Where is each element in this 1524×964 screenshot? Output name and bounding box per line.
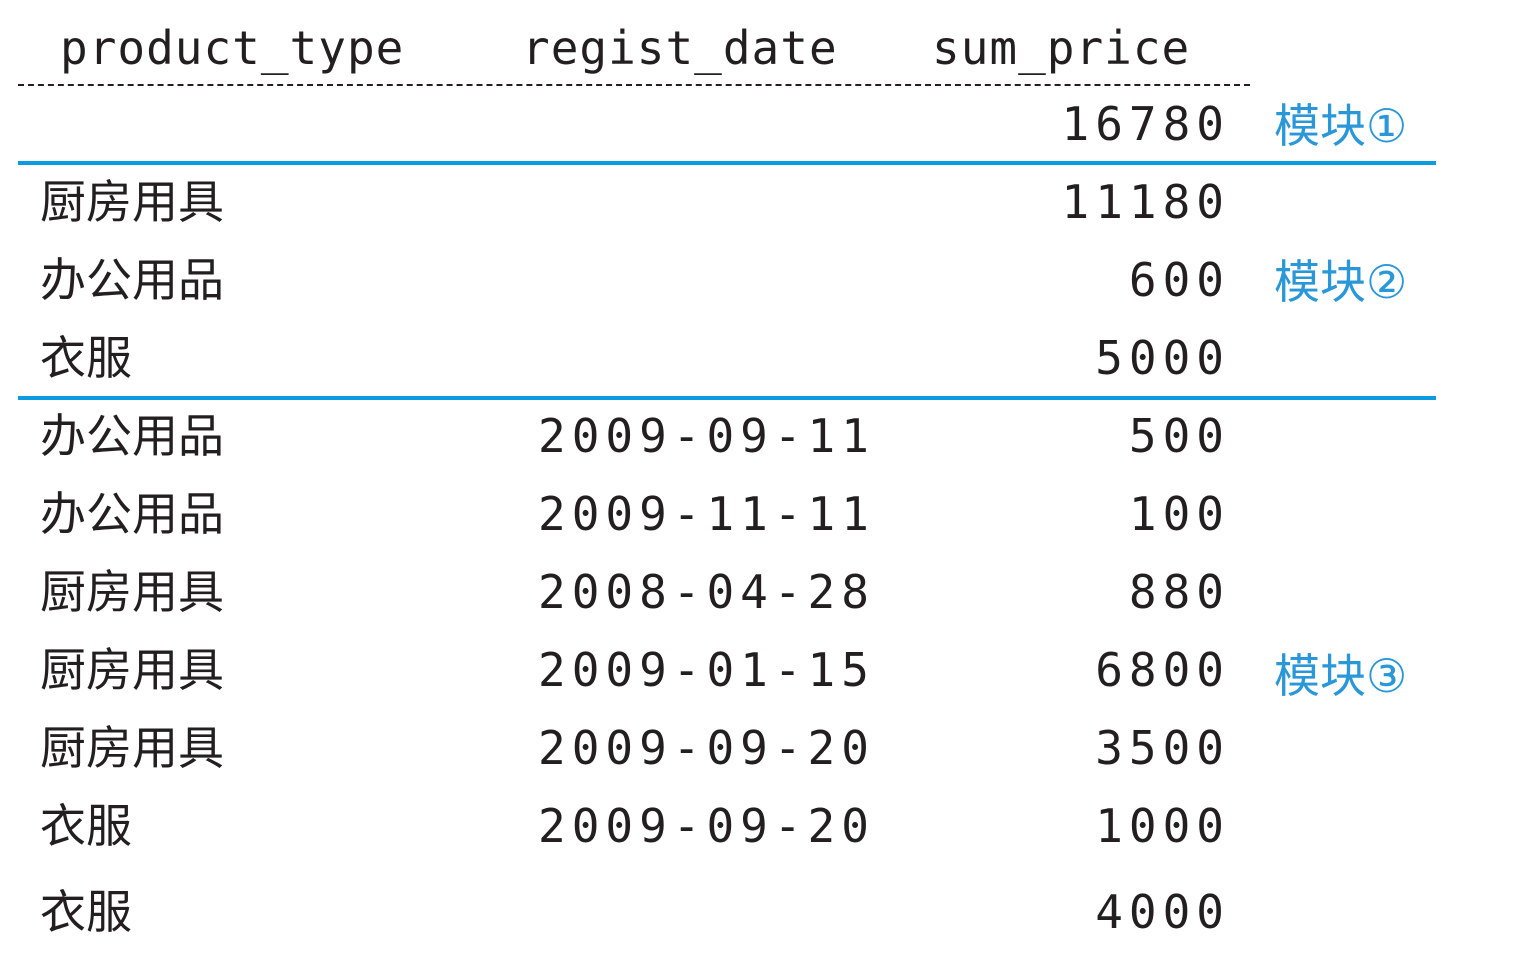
header-sum-price: sum_price: [932, 21, 1191, 75]
header-regist-date: regist_date: [522, 21, 838, 75]
cell-regist-date: 2009-11-11: [538, 487, 875, 541]
table-row: 衣服 4000: [0, 880, 1524, 944]
cell-product-type: 办公用品: [40, 409, 224, 463]
cell-sum-price: 5000: [1095, 331, 1230, 385]
cell-sum-price: 100: [1128, 487, 1230, 541]
table-row: 厨房用具 2009-01-15 6800: [0, 638, 1524, 702]
block-label-2: 模块②: [1274, 255, 1408, 309]
cell-regist-date: 2009-09-20: [538, 721, 875, 775]
cell-regist-date: 2009-09-11: [538, 409, 875, 463]
cell-sum-price: 6800: [1095, 643, 1230, 697]
block-label-3: 模块③: [1274, 649, 1408, 703]
cell-product-type: 衣服: [40, 885, 132, 939]
cell-sum-price: 3500: [1095, 721, 1230, 775]
cell-sum-price: 11180: [1061, 175, 1230, 229]
table-row: 衣服 5000: [0, 326, 1524, 390]
cell-sum-price: 880: [1128, 565, 1230, 619]
cell-sum-price: 16780: [1061, 97, 1230, 151]
block-divider-1: [18, 161, 1436, 165]
cell-product-type: 厨房用具: [40, 643, 224, 697]
block-divider-2: [18, 396, 1436, 400]
cell-product-type: 衣服: [40, 331, 132, 385]
cell-sum-price: 600: [1128, 253, 1230, 307]
cell-product-type: 厨房用具: [40, 565, 224, 619]
cell-regist-date: 2009-09-20: [538, 799, 875, 853]
cell-regist-date: 2008-04-28: [538, 565, 875, 619]
table-row: 衣服 2009-09-20 1000: [0, 794, 1524, 858]
cell-product-type: 衣服: [40, 799, 132, 853]
cell-regist-date: 2009-01-15: [538, 643, 875, 697]
cell-sum-price: 500: [1128, 409, 1230, 463]
table-row: 厨房用具 2009-09-20 3500: [0, 716, 1524, 780]
table-row: 办公用品 2009-11-11 100: [0, 482, 1524, 546]
header-divider: [18, 84, 1250, 86]
table-row: 16780: [0, 92, 1524, 156]
table-row: 办公用品 2009-09-11 500: [0, 404, 1524, 468]
cell-product-type: 厨房用具: [40, 175, 224, 229]
cell-product-type: 办公用品: [40, 487, 224, 541]
cell-product-type: 厨房用具: [40, 721, 224, 775]
header-product-type: product_type: [60, 21, 405, 75]
block-label-1: 模块①: [1274, 99, 1408, 153]
cell-sum-price: 4000: [1095, 885, 1230, 939]
table-row: 厨房用具 2008-04-28 880: [0, 560, 1524, 624]
table-row: 办公用品 600: [0, 248, 1524, 312]
cell-sum-price: 1000: [1095, 799, 1230, 853]
cell-product-type: 办公用品: [40, 253, 224, 307]
table-row: 厨房用具 11180: [0, 170, 1524, 234]
